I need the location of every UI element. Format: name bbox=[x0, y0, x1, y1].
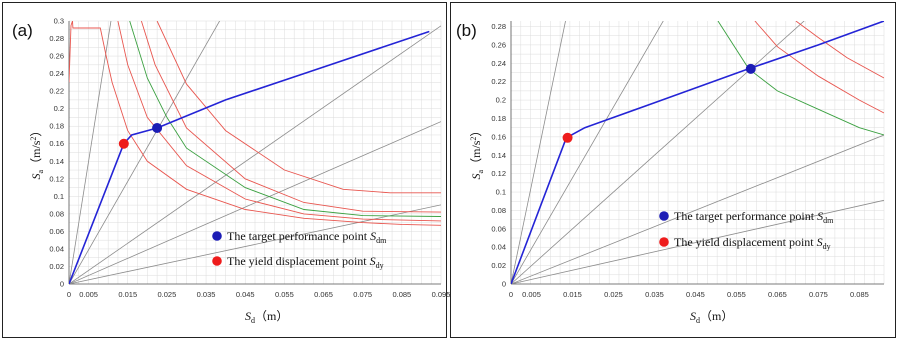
x-tick-label: 0.025 bbox=[158, 290, 177, 299]
panel-label: (b) bbox=[456, 21, 477, 40]
yield-point bbox=[119, 139, 129, 149]
y-tick-label: 0.18 bbox=[49, 122, 64, 131]
y-tick-label: 0.08 bbox=[491, 206, 506, 215]
y-tick-label: 0.22 bbox=[49, 87, 64, 96]
legend-entry: The target performance point Sdm bbox=[674, 209, 834, 225]
legend-marker bbox=[659, 237, 669, 247]
y-tick-label: 0.14 bbox=[491, 151, 506, 160]
panel-a: 0 0.005 0.015 0.025 0.035 0.045 0.055 0.065 0.07… bbox=[12, 0, 450, 325]
y-tick-label: 0.08 bbox=[49, 209, 64, 218]
x-tick-label: 0 bbox=[509, 290, 513, 299]
y-tick-label: 0.12 bbox=[491, 169, 506, 178]
x-tick-label: 0.015 bbox=[563, 290, 582, 299]
y-tick-label: 0.3 bbox=[54, 17, 64, 26]
x-tick-label: 0.065 bbox=[314, 290, 333, 299]
y-tick-label: 0.1 bbox=[496, 188, 506, 197]
y-tick-label: 0.2 bbox=[54, 104, 64, 113]
legend-entry: The target performance point Sdm bbox=[227, 229, 387, 245]
x-tick-label: 0.035 bbox=[197, 290, 216, 299]
x-tick-label: 0.015 bbox=[118, 290, 137, 299]
y-tick-label: 0.26 bbox=[49, 52, 64, 61]
panel-label: (a) bbox=[12, 21, 33, 40]
x-tick-label: 0.045 bbox=[686, 290, 705, 299]
x-tick-label: 0.095 bbox=[432, 290, 451, 299]
y-tick-label: 0.02 bbox=[491, 261, 506, 270]
y-tick-label: 0.28 bbox=[49, 34, 64, 43]
y-tick-label: 0.18 bbox=[491, 114, 506, 123]
y-tick-label: 0.28 bbox=[491, 22, 506, 31]
y-tick-label: 0.24 bbox=[491, 59, 506, 68]
y-tick-label: 0.26 bbox=[491, 40, 506, 49]
x-tick-label: 0 bbox=[67, 290, 71, 299]
performance-point bbox=[152, 123, 162, 133]
x-tick-label: 0.005 bbox=[522, 290, 541, 299]
x-tick-label: 0.075 bbox=[809, 290, 828, 299]
x-tick-label: 0.025 bbox=[604, 290, 623, 299]
x-tick-label: 0.075 bbox=[353, 290, 372, 299]
x-tick-label: 0.055 bbox=[275, 290, 294, 299]
x-tick-label: 0.085 bbox=[850, 290, 869, 299]
x-axis-label: Sd（m） bbox=[690, 309, 733, 325]
x-tick-label: 0.085 bbox=[392, 290, 411, 299]
legend-marker bbox=[212, 231, 222, 241]
y-tick-label: 0.06 bbox=[491, 224, 506, 233]
x-tick-label: 0.045 bbox=[236, 290, 255, 299]
y-tick-label: 0 bbox=[60, 280, 64, 289]
x-tick-label: 0.005 bbox=[79, 290, 98, 299]
legend-marker bbox=[212, 256, 222, 266]
y-axis-label: Sa（m/s2） bbox=[29, 125, 45, 180]
y-tick-label: 0.02 bbox=[49, 262, 64, 271]
y-tick-label: 0 bbox=[502, 280, 506, 289]
performance-point bbox=[746, 64, 756, 74]
y-tick-label: 0.1 bbox=[54, 192, 64, 201]
y-tick-label: 0.2 bbox=[496, 96, 506, 105]
yield-point bbox=[563, 133, 573, 143]
y-tick-label: 0.12 bbox=[49, 174, 64, 183]
legend-entry: The yield displacement point Sdy bbox=[674, 235, 831, 251]
y-tick-label: 0.16 bbox=[491, 132, 506, 141]
y-tick-label: 0.16 bbox=[49, 139, 64, 148]
y-tick-label: 0.04 bbox=[49, 244, 64, 253]
x-tick-label: 0.035 bbox=[645, 290, 664, 299]
x-tick-label: 0.065 bbox=[768, 290, 787, 299]
y-tick-label: 0.24 bbox=[49, 69, 64, 78]
x-tick-label: 0.055 bbox=[727, 290, 746, 299]
legend-entry: The yield displacement point Sdy bbox=[227, 254, 384, 270]
y-tick-label: 0.22 bbox=[491, 77, 506, 86]
y-tick-label: 0.14 bbox=[49, 157, 64, 166]
legend-marker bbox=[659, 211, 669, 221]
y-tick-label: 0.06 bbox=[49, 227, 64, 236]
y-tick-label: 0.04 bbox=[491, 243, 506, 252]
panel-b: 0 0.005 0.015 0.025 0.035 0.045 0.055 0.065 0.07… bbox=[456, 0, 884, 325]
x-axis-label: Sd（m） bbox=[245, 309, 288, 325]
y-axis-label: Sa（m/s2） bbox=[469, 125, 485, 180]
